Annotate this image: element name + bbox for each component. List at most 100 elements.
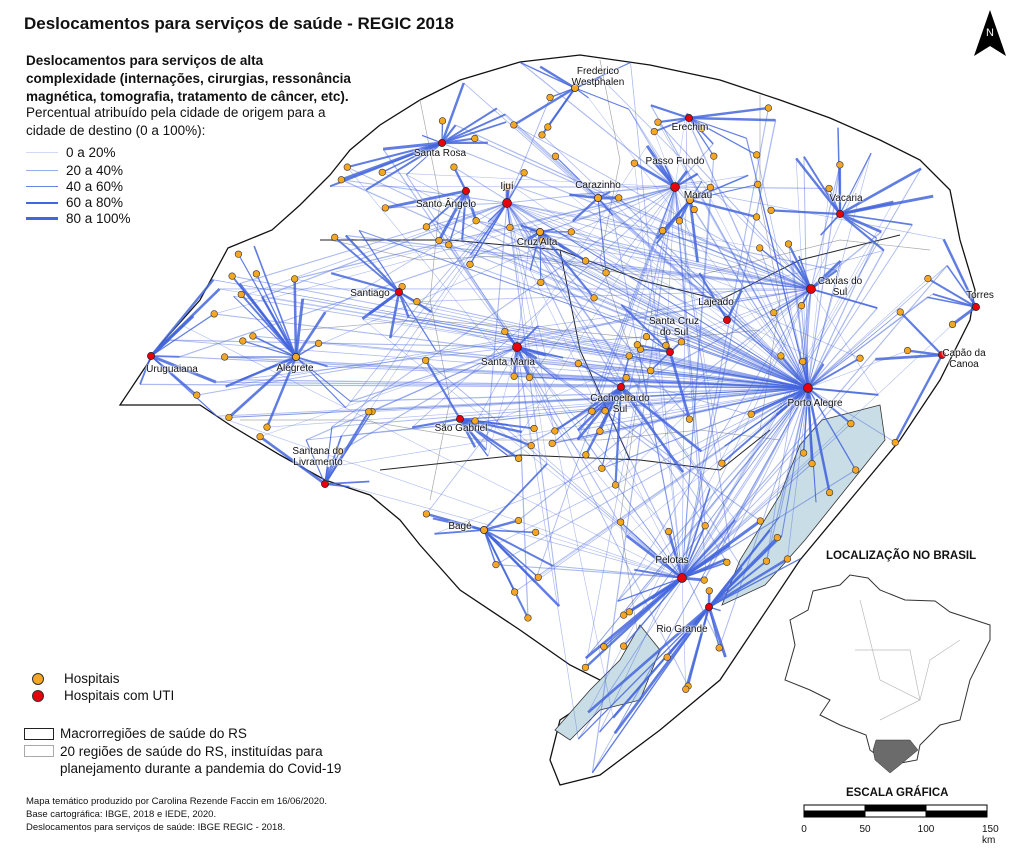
flow-line [516,325,539,348]
hospital-point [510,372,518,380]
flow-line [231,275,297,358]
hospital-point [799,357,807,366]
hospital-point [705,587,713,595]
hospital-point [234,250,243,258]
flow-line [463,82,809,389]
hospital-point [800,449,808,457]
flow-line [424,359,461,420]
flow-line [529,231,541,271]
flow-line [516,346,558,381]
hospital-point [534,573,542,581]
flow-line [574,87,629,110]
hospital-point [530,424,538,433]
city-label: Alegrete [276,363,314,374]
flow-line [539,231,566,250]
flow-line [515,346,531,378]
flow-line [899,311,943,356]
city-label: Rio Grande [656,624,708,635]
hospital-point [581,663,590,672]
flow-line [506,202,838,271]
city-label: Bagé [448,521,472,532]
flow-line [483,529,536,583]
flow-line [614,386,623,486]
flow-line [810,288,879,396]
flow-line [179,186,676,358]
flow-line [324,483,350,488]
flow-line [766,288,812,562]
flow-line [689,198,757,219]
credit-line: Mapa temático produzido por Carolina Rez… [26,796,328,807]
flow-line [741,290,809,389]
flow-line [569,194,809,389]
flow-line [253,245,297,358]
flow-line [651,387,809,599]
flow-line [516,346,529,618]
flow-line [807,311,901,389]
flow-line [464,190,478,222]
icu-hospital-point [512,342,522,352]
flow-line [699,272,809,389]
flow-line [942,238,978,308]
flow-line [791,260,812,290]
flow-line [331,186,676,428]
flow-line [599,387,809,432]
flow-line [650,351,671,372]
flow-line [150,313,215,357]
flow-line [577,387,809,431]
scale-tick: 150 km [982,824,999,846]
legend-hospital: Hospitais [32,671,120,686]
flow-line [577,186,676,440]
flow-line [601,387,809,469]
hospital-point [752,213,761,221]
flow-line [781,387,809,536]
hospital-point [292,353,300,361]
flow-line [688,117,747,139]
flow-line [459,418,487,451]
hospital-point [225,413,233,422]
flow-line [688,106,769,120]
hospital-point [891,438,899,447]
hospital-point [718,459,726,467]
flow-line [461,239,809,389]
flow-line [708,517,780,608]
hospital-point [336,447,344,455]
flow-line [506,202,548,464]
flow-line [773,312,809,389]
flow-line [483,529,529,619]
flow-line [330,185,676,188]
flow-line [541,134,809,389]
scale-title: ESCALA GRÁFICA [846,787,949,799]
hospital-point [546,93,554,102]
flow-line [349,486,683,579]
flow-line [665,186,676,346]
hospital-point [896,308,904,316]
flow-line [150,355,198,396]
flow-line [411,186,676,428]
flow-line [708,558,801,608]
flow-line [339,346,518,452]
icu-hospital-point [677,573,687,583]
hospital-point [756,517,764,525]
icu-hospital-point [462,187,470,195]
flow-line [225,288,812,387]
flow-line [807,387,896,443]
hospital-point [847,420,855,428]
flow-line [681,341,809,389]
flow-line [684,606,711,690]
flow-line [757,184,809,389]
hospital-point [544,123,552,131]
flow-line [382,172,809,389]
hospital-point [620,611,628,619]
hospital-point [221,353,229,361]
flow-line [681,324,953,579]
flow-line [577,430,683,579]
hospital-point [574,359,582,368]
flow-line [371,346,518,412]
hospital-point [228,272,236,280]
flow-line [674,175,749,188]
flow-line [426,226,809,389]
city-label: Cruz Alta [516,237,558,248]
flow-line [667,531,684,579]
flow-line [757,184,809,389]
flow-line [525,240,809,389]
